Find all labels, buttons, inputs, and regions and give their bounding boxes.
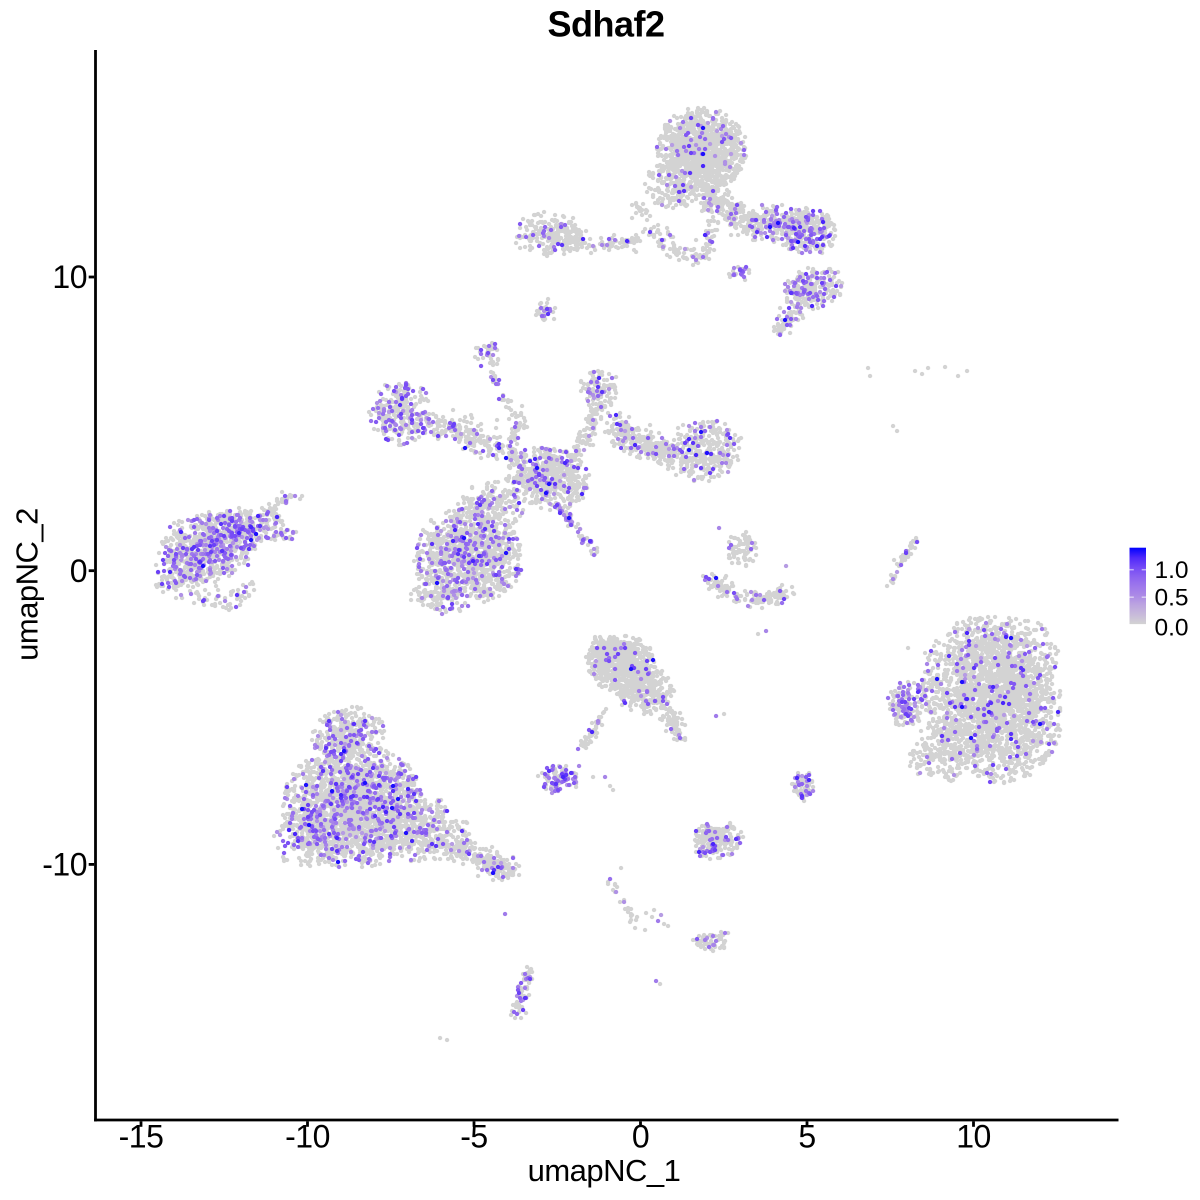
svg-text:0: 0 [70,553,87,589]
svg-text:-15: -15 [119,1119,164,1155]
svg-text:0.5: 0.5 [1155,584,1189,611]
svg-text:umapNC_2: umapNC_2 [10,508,45,661]
svg-text:-5: -5 [460,1119,487,1155]
svg-text:5: 5 [798,1119,815,1155]
svg-text:umapNC_1: umapNC_1 [528,1153,681,1188]
svg-text:Sdhaf2: Sdhaf2 [547,4,664,45]
svg-text:10: 10 [52,259,87,295]
svg-text:1.0: 1.0 [1155,557,1189,584]
svg-text:-10: -10 [42,847,87,883]
svg-text:-10: -10 [285,1119,330,1155]
svg-text:0: 0 [632,1119,649,1155]
svg-text:0.0: 0.0 [1155,614,1189,641]
svg-text:10: 10 [956,1119,991,1155]
